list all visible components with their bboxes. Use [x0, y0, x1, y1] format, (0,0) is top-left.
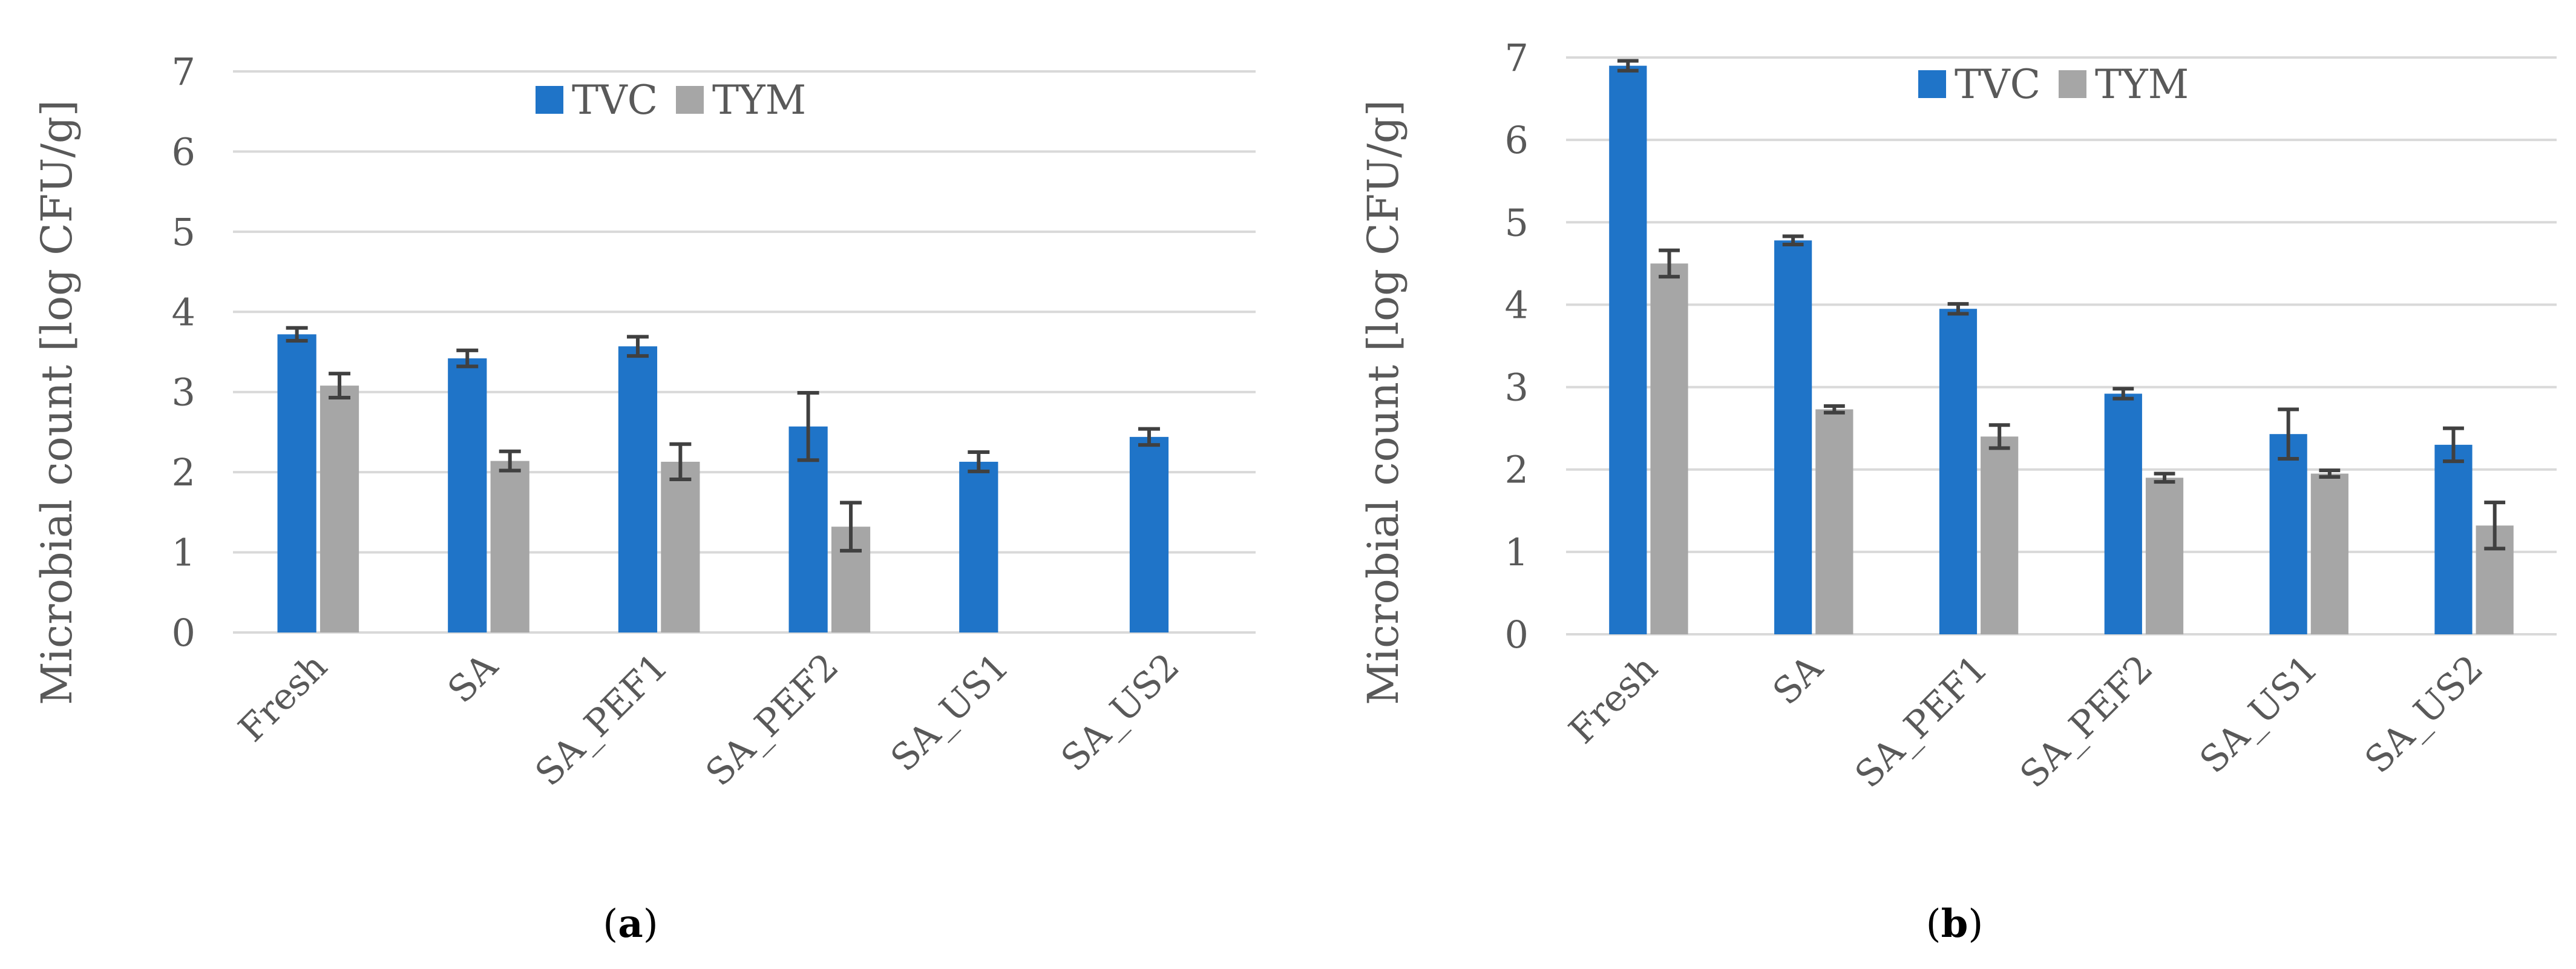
y-tick-label: 6: [1505, 118, 1529, 162]
bar-tym-sa_pef1: [1981, 436, 2019, 634]
y-tick-label: 0: [172, 611, 195, 655]
y-tick-label: 1: [172, 531, 195, 575]
bar-tvc-fresh: [277, 334, 316, 632]
error-bar: [2484, 501, 2506, 551]
y-tick-label: 0: [1505, 613, 1529, 657]
y-tick-label: 7: [1505, 36, 1529, 80]
error-bar: [2154, 471, 2175, 484]
bar-tvc-sa_us1: [959, 461, 998, 632]
x-tick-label: SA_PEF1: [527, 645, 676, 794]
bar-tym-sa_us1: [2310, 473, 2348, 634]
legend: TVC TYM: [536, 77, 806, 123]
panel-caption: (a): [603, 901, 658, 947]
legend-label: TVC: [1955, 61, 2040, 108]
bar-tym-sa: [490, 461, 529, 632]
error-bar: [456, 348, 479, 369]
legend-label: TYM: [712, 77, 806, 123]
chart-panel-b: 0 1 2 3 4 5 6 7 Microbial count [log CFU/g] Fresh…: [1358, 36, 2557, 947]
y-tick-label: 3: [172, 370, 195, 415]
legend-label: TVC: [572, 77, 658, 123]
y-tick-label: 4: [172, 290, 195, 334]
y-tick-label: 2: [172, 450, 195, 494]
legend-swatch: [2059, 70, 2086, 98]
y-tick-label: 1: [1505, 530, 1529, 574]
bar-tvc-sa: [448, 358, 487, 632]
y-tick-label: 3: [1505, 366, 1529, 410]
y-axis-label: Microbial count [log CFU/g]: [32, 100, 82, 705]
panel-letter: b: [1941, 901, 1968, 947]
bar-tym-fresh: [320, 386, 359, 632]
bar-tym-sa: [1815, 409, 1853, 634]
error-bar: [968, 450, 990, 473]
gridlines: 0 1 2 3 4 5 6 7: [172, 50, 1256, 655]
y-axis-label: Microbial count [log CFU/g]: [1358, 100, 1408, 705]
chart-panel-a: 0 1 2 3 4 5 6 7 Microbial count [log CFU/g] Fresh…: [32, 50, 1256, 947]
y-tick-label: 7: [172, 50, 195, 94]
x-tick-label: SA_PEF2: [698, 645, 847, 794]
x-tick-label: SA: [440, 645, 506, 712]
error-bar: [1782, 234, 1804, 247]
bar-tym-sa_pef2: [2145, 478, 2184, 634]
y-tick-label: 2: [1505, 448, 1529, 492]
bar-tvc-fresh: [1609, 65, 1647, 635]
error-bar: [286, 326, 308, 343]
error-bar: [1947, 302, 1969, 316]
bar-tvc-sa_pef1: [1939, 309, 1978, 634]
legend-label: TYM: [2095, 61, 2189, 108]
error-bar: [1138, 427, 1160, 447]
panel-caption: (b): [1926, 901, 1984, 947]
error-bar: [2319, 468, 2341, 479]
bar-tvc-sa_pef1: [618, 346, 658, 632]
error-bar: [840, 501, 862, 553]
error-bar: [329, 372, 351, 399]
error-bar: [797, 391, 819, 462]
error-bar: [1659, 248, 1680, 279]
error-bar: [2278, 407, 2299, 461]
bar-tvc-sa_pef2: [2104, 393, 2142, 634]
legend-swatch: [1918, 70, 1946, 98]
error-bar: [626, 335, 649, 358]
panel-letter: a: [618, 901, 643, 947]
y-tick-label: 4: [1505, 283, 1529, 327]
bar-tym-fresh: [1650, 263, 1688, 634]
x-tick-label: SA_PEF1: [1847, 647, 1996, 796]
x-tick-label: SA_PEF2: [2012, 647, 2161, 796]
bar-tvc-sa_us2: [2434, 444, 2473, 634]
error-bar: [2443, 426, 2464, 464]
error-bar: [499, 449, 521, 473]
bar-tym-sa_pef1: [661, 461, 700, 632]
bar-tvc-sa: [1774, 240, 1812, 634]
legend: TVC TYM: [1918, 61, 2189, 108]
gridlines: 0 1 2 3 4 5 6 7: [1505, 36, 2557, 657]
x-tick-label: SA_US1: [2192, 647, 2326, 781]
bar-tvc-sa_us2: [1129, 436, 1169, 632]
legend-swatch: [676, 86, 704, 114]
y-tick-label: 5: [1505, 200, 1529, 245]
x-tick-label: SA: [1765, 647, 1832, 714]
error-bar: [1988, 423, 2010, 450]
x-tick-label: Fresh: [231, 645, 335, 750]
legend-swatch: [536, 86, 563, 114]
y-tick-label: 6: [172, 130, 195, 174]
x-tick-label: SA_US1: [883, 645, 1017, 780]
error-bar: [669, 442, 692, 482]
error-bar: [1823, 404, 1845, 415]
x-tick-label: SA_US2: [1054, 645, 1188, 780]
x-tick-label: SA_US2: [2357, 647, 2491, 781]
y-tick-label: 5: [172, 210, 195, 254]
x-tick-label: Fresh: [1561, 647, 1666, 752]
error-bar: [1617, 59, 1639, 73]
error-bar: [2112, 387, 2134, 401]
bar-tvc-sa_us1: [2269, 434, 2307, 634]
